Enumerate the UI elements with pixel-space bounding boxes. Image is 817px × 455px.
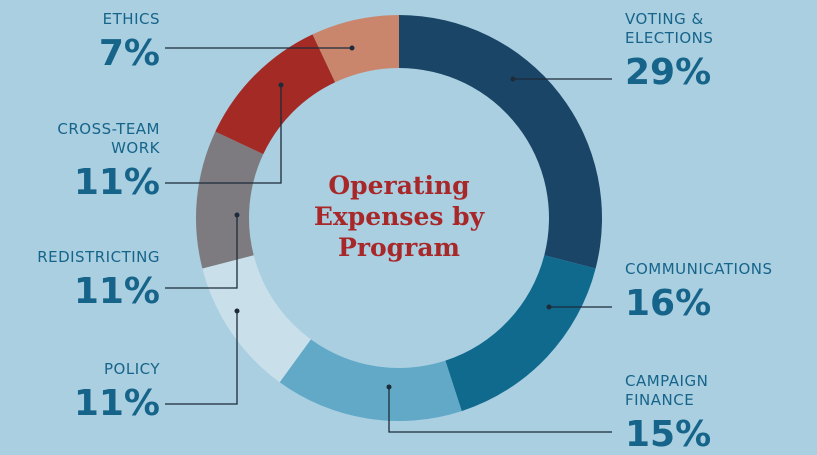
segment-label: POLICY 11%: [10, 360, 160, 423]
donut-segment: [312, 15, 399, 83]
chart-title: Operating Expenses by Program: [313, 171, 485, 262]
leader-line: [165, 215, 238, 289]
segment-label: VOTING & ELECTIONS 29%: [625, 10, 755, 92]
donut-segment: [279, 339, 462, 421]
value-label: 29%: [625, 52, 712, 93]
leader-dot: [349, 45, 355, 51]
category-label: COMMUNICATIONS: [625, 260, 773, 278]
category-label: ETHICS: [102, 10, 160, 28]
leader-dot: [234, 308, 240, 314]
segment-label: CROSS-TEAM WORK 11%: [30, 120, 160, 202]
category-label: REDISTRICTING: [37, 248, 160, 266]
value-label: 16%: [625, 283, 712, 324]
leader-line: [165, 85, 282, 184]
value-label: 11%: [73, 162, 160, 203]
donut-segment: [399, 15, 602, 269]
donut-segment: [215, 34, 336, 155]
category-label: POLICY: [103, 360, 160, 378]
donut-segment: [196, 131, 264, 269]
donut-segment: [445, 255, 596, 412]
value-label: 11%: [73, 271, 160, 312]
category-label: CAMPAIGN FINANCE: [625, 372, 709, 409]
leader-dot: [234, 212, 240, 218]
leader-line: [388, 387, 612, 433]
leader-dot: [546, 304, 552, 310]
donut-segment: [202, 255, 311, 383]
leader-dot: [386, 384, 392, 390]
category-label: CROSS-TEAM WORK: [57, 120, 160, 157]
segment-label: REDISTRICTING 11%: [0, 248, 160, 311]
value-label: 11%: [73, 383, 160, 424]
value-label: 7%: [98, 33, 160, 74]
segment-label: CAMPAIGN FINANCE 15%: [625, 372, 755, 454]
segment-label: COMMUNICATIONS 16%: [625, 260, 817, 323]
value-label: 15%: [625, 414, 712, 455]
category-label: VOTING & ELECTIONS: [625, 10, 714, 47]
leader-dot: [278, 82, 284, 88]
leader-line: [165, 311, 238, 405]
segment-label: ETHICS 7%: [30, 10, 160, 73]
leader-dot: [510, 76, 516, 82]
